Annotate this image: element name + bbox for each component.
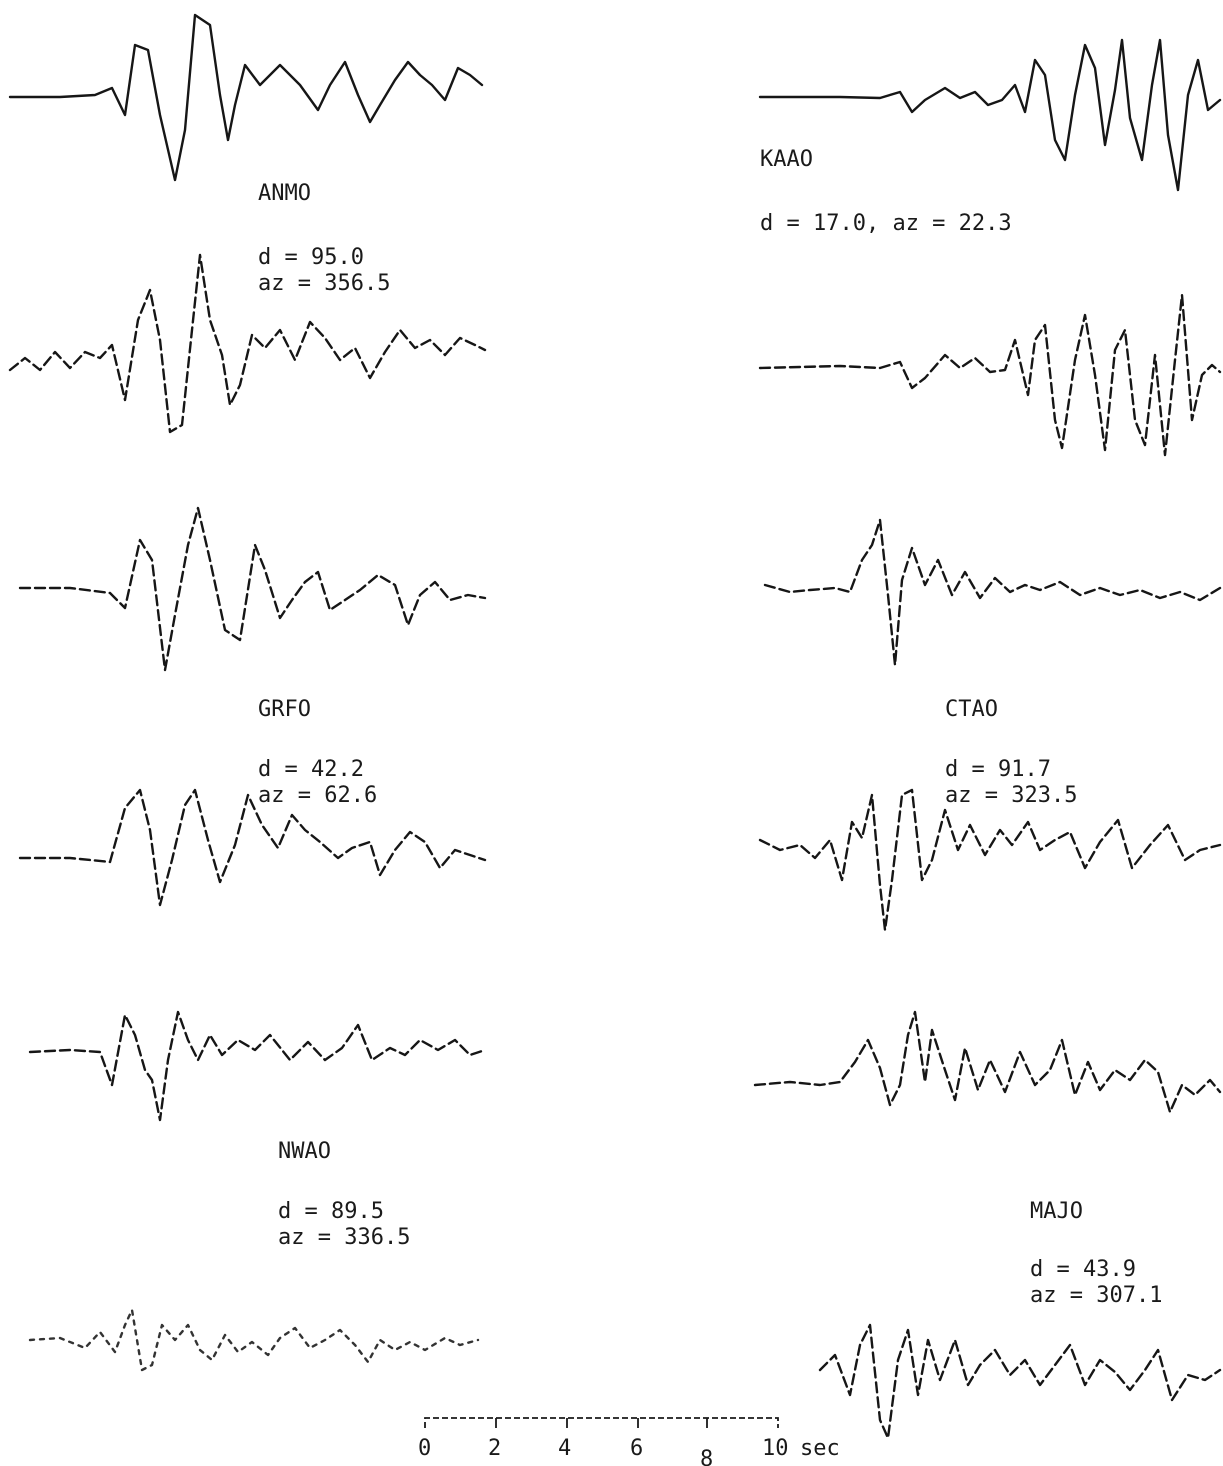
time-scale-tick-label-2: 2: [488, 1436, 501, 1461]
station-majo-group: MAJO d = 43.9 az = 307.1: [753, 1010, 1222, 1440]
grfo-distance-label: d = 42.2: [258, 757, 364, 782]
anmo-synthetic-trace: [8, 253, 487, 434]
anmo-azimuth-label: az = 356.5: [258, 271, 390, 296]
time-scale-bar: 0 2 4 6 8 10 sec: [418, 1417, 840, 1466]
majo-azimuth-label: az = 307.1: [1030, 1283, 1162, 1308]
time-scale-tick-label-8: 8: [700, 1447, 713, 1466]
majo-station-label: MAJO: [1030, 1199, 1083, 1224]
ctao-distance-label: d = 91.7: [945, 757, 1051, 782]
time-scale-tick-label-0: 0: [418, 1436, 431, 1461]
station-grfo-group: GRFO d = 42.2 az = 62.6: [18, 506, 487, 907]
station-kaao-group: KAAO d = 17.0, az = 22.3: [758, 38, 1222, 457]
nwao-synthetic-trace: [28, 1308, 480, 1372]
time-scale-tick-label-10: 10: [762, 1436, 789, 1461]
grfo-synthetic-trace: [18, 788, 487, 907]
grfo-station-label: GRFO: [258, 697, 311, 722]
nwao-azimuth-label: az = 336.5: [278, 1225, 410, 1250]
station-anmo-group: ANMO d = 95.0 az = 356.5: [8, 13, 487, 434]
nwao-distance-label: d = 89.5: [278, 1199, 384, 1224]
nwao-observed-trace: [28, 1010, 487, 1122]
time-scale-tick-label-4: 4: [558, 1436, 571, 1461]
ctao-station-label: CTAO: [945, 697, 998, 722]
ctao-observed-trace: [763, 518, 1222, 667]
anmo-observed-trace: [8, 13, 484, 182]
kaao-distance-azimuth-label: d = 17.0, az = 22.3: [760, 211, 1012, 236]
anmo-station-label: ANMO: [258, 181, 311, 206]
time-scale-unit-label: sec: [800, 1436, 840, 1461]
kaao-station-label: KAAO: [760, 147, 813, 172]
majo-observed-trace: [753, 1010, 1222, 1114]
grfo-azimuth-label: az = 62.6: [258, 783, 377, 808]
nwao-station-label: NWAO: [278, 1139, 331, 1164]
grfo-observed-trace: [18, 506, 487, 672]
kaao-synthetic-trace: [758, 293, 1222, 457]
time-scale-line: [424, 1417, 779, 1428]
ctao-azimuth-label: az = 323.5: [945, 783, 1077, 808]
station-nwao-group: NWAO d = 89.5 az = 336.5: [28, 1010, 487, 1372]
time-scale-tick-label-6: 6: [630, 1436, 643, 1461]
kaao-observed-trace: [758, 38, 1222, 192]
anmo-distance-label: d = 95.0: [258, 245, 364, 270]
majo-synthetic-trace: [818, 1323, 1222, 1440]
majo-distance-label: d = 43.9: [1030, 1257, 1136, 1282]
station-ctao-group: CTAO d = 91.7 az = 323.5: [758, 518, 1222, 932]
ctao-synthetic-trace: [758, 788, 1222, 932]
